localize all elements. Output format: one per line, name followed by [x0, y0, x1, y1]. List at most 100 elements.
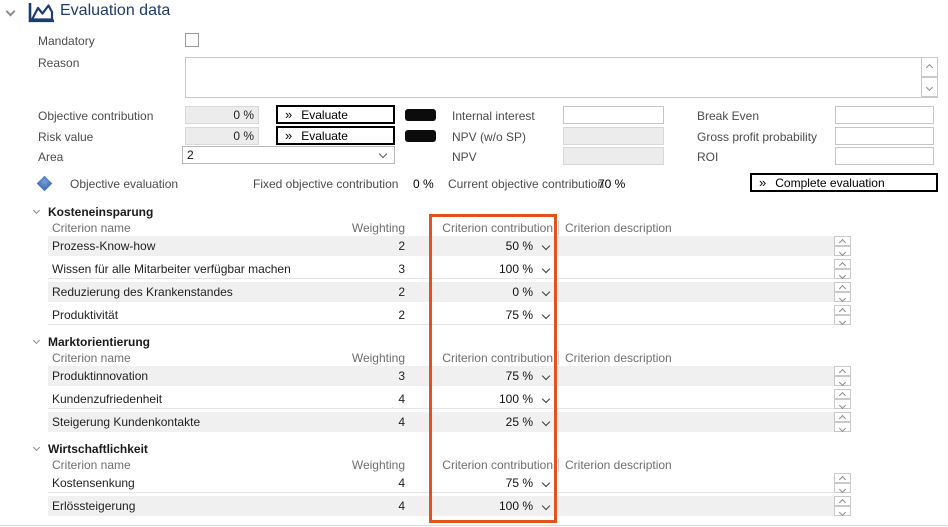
- criterion-row: Produktivität 2 75 %: [48, 305, 851, 325]
- spinner-up-button[interactable]: [834, 412, 851, 422]
- table-header-row: Criterion name Weighting Criterion contr…: [48, 458, 851, 473]
- evaluate-risk-button[interactable]: » Evaluate: [276, 126, 395, 145]
- criterion-name-header: Criterion name: [52, 221, 131, 235]
- collapse-chevron-icon[interactable]: [5, 6, 16, 17]
- area-select[interactable]: 2: [182, 146, 395, 164]
- criterion-row: Reduzierung des Krankenstandes 2 0 %: [48, 282, 851, 302]
- spinner-down-button[interactable]: [834, 315, 851, 325]
- diamond-icon: [36, 175, 53, 192]
- criterion-description-field[interactable]: [558, 236, 834, 256]
- criterion-description-field[interactable]: [558, 389, 834, 408]
- spinner-up-button[interactable]: [834, 473, 851, 483]
- scroll-up-button[interactable]: [921, 57, 938, 77]
- criterion-row: Kundenzufriedenheit 4 100 %: [48, 389, 851, 409]
- criterion-weighting: 3: [398, 262, 405, 276]
- spinner-down-button[interactable]: [834, 399, 851, 409]
- chevron-down-icon: [541, 264, 551, 274]
- criterion-weighting: 3: [398, 369, 405, 383]
- reason-scrollbar: [921, 57, 938, 97]
- criterion-contribution-dropdown[interactable]: 0 %: [408, 282, 558, 302]
- criterion-description-field[interactable]: [558, 282, 834, 302]
- spinner-up-button[interactable]: [834, 496, 851, 506]
- page-title: Evaluation data: [60, 2, 171, 19]
- complete-evaluation-button[interactable]: » Complete evaluation: [750, 173, 938, 192]
- description-spinner: [834, 496, 851, 516]
- section-collapse-chevron-icon[interactable]: [32, 206, 41, 215]
- weighting-header: Weighting: [351, 221, 405, 235]
- risk-value-label: Risk value: [38, 130, 94, 144]
- mandatory-label: Mandatory: [38, 34, 95, 48]
- criterion-name: Kostensenkung: [52, 476, 135, 490]
- criterion-name: Produktivität: [52, 308, 119, 322]
- description-spinner: [834, 412, 851, 432]
- spinner-up-button[interactable]: [834, 282, 851, 292]
- spinner-down-button[interactable]: [834, 292, 851, 302]
- chevron-down-icon: [541, 478, 551, 488]
- objective-contribution-input: [185, 106, 259, 124]
- spinner-up-button[interactable]: [834, 366, 851, 376]
- gross-profit-probability-input[interactable]: [835, 127, 934, 145]
- criterion-description-field[interactable]: [558, 305, 834, 324]
- section-title: Wirtschaftlichkeit: [0, 442, 948, 458]
- npv-wo-sp-label: NPV (w/o SP): [452, 130, 527, 144]
- criterion-contribution-dropdown[interactable]: 75 %: [408, 366, 558, 386]
- roi-input[interactable]: [835, 147, 934, 165]
- criterion-contribution-dropdown[interactable]: 100 %: [408, 496, 558, 516]
- chevron-down-icon: [378, 149, 388, 159]
- spinner-up-button[interactable]: [834, 236, 851, 246]
- criterion-name-header: Criterion name: [52, 351, 131, 365]
- criterion-contribution-dropdown[interactable]: 75 %: [408, 305, 558, 325]
- criterion-description-field[interactable]: [558, 473, 834, 492]
- criterion-description-field[interactable]: [558, 412, 834, 432]
- table-header-row: Criterion name Weighting Criterion contr…: [48, 221, 851, 236]
- spinner-down-button[interactable]: [834, 269, 851, 279]
- internal-interest-input[interactable]: [563, 106, 664, 124]
- criterion-row: Prozess-Know-how 2 50 %: [48, 236, 851, 256]
- criterion-contribution-header: Criterion contribution: [442, 458, 553, 472]
- criterion-weighting: 2: [398, 239, 405, 253]
- reason-textarea[interactable]: [185, 57, 938, 98]
- criterion-row: Kostensenkung 4 75 %: [48, 473, 851, 493]
- spinner-down-button[interactable]: [834, 506, 851, 516]
- criterion-contribution-dropdown[interactable]: 100 %: [408, 389, 558, 409]
- description-spinner: [834, 236, 851, 256]
- criterion-contribution-dropdown[interactable]: 50 %: [408, 236, 558, 256]
- criteria-sections: Kosteneinsparung Criterion name Weightin…: [0, 205, 948, 519]
- status-indicator-redacted: [405, 130, 436, 142]
- description-spinner: [834, 259, 851, 279]
- evaluate-objective-button[interactable]: » Evaluate: [276, 105, 395, 124]
- current-objective-contribution-value: 70 %: [598, 177, 626, 191]
- break-even-input[interactable]: [835, 106, 934, 124]
- spinner-up-button[interactable]: [834, 389, 851, 399]
- mandatory-checkbox[interactable]: [185, 33, 199, 47]
- chevron-down-icon: [541, 394, 551, 404]
- spinner-down-button[interactable]: [834, 376, 851, 386]
- criterion-weighting: 4: [398, 392, 405, 406]
- section-title-label: Kosteneinsparung: [48, 205, 154, 219]
- section-collapse-chevron-icon[interactable]: [32, 336, 41, 345]
- criterion-description-field[interactable]: [558, 496, 834, 516]
- criterion-weighting: 4: [398, 499, 405, 513]
- criteria-section: Marktorientierung Criterion name Weighti…: [0, 335, 948, 432]
- section-title-label: Marktorientierung: [48, 335, 151, 349]
- scroll-down-button[interactable]: [921, 77, 938, 97]
- reason-label: Reason: [38, 56, 80, 70]
- chevron-down-icon: [541, 287, 551, 297]
- criterion-description-field[interactable]: [558, 366, 834, 386]
- criterion-row: Wissen für alle Mitarbeiter verfügbar ma…: [48, 259, 851, 279]
- table-header-row: Criterion name Weighting Criterion contr…: [48, 351, 851, 366]
- double-chevron-icon: »: [285, 107, 293, 122]
- spinner-down-button[interactable]: [834, 483, 851, 493]
- spinner-up-button[interactable]: [834, 259, 851, 269]
- criterion-contribution-dropdown[interactable]: 25 %: [408, 412, 558, 432]
- spinner-down-button[interactable]: [834, 422, 851, 432]
- spinner-down-button[interactable]: [834, 246, 851, 256]
- spinner-up-button[interactable]: [834, 305, 851, 315]
- section-collapse-chevron-icon[interactable]: [32, 443, 41, 452]
- criterion-contribution-dropdown[interactable]: 100 %: [408, 259, 558, 279]
- criterion-contribution-dropdown[interactable]: 75 %: [408, 473, 558, 493]
- criterion-description-header: Criterion description: [558, 458, 672, 472]
- criterion-description-field[interactable]: [558, 259, 834, 278]
- description-spinner: [834, 282, 851, 302]
- criteria-section: Kosteneinsparung Criterion name Weightin…: [0, 205, 948, 325]
